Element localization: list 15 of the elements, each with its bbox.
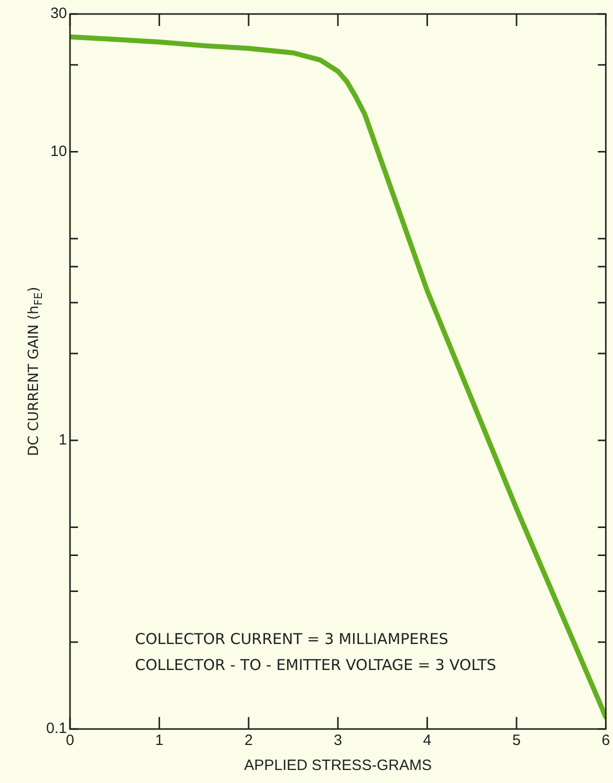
x-tick-label: 0 bbox=[66, 732, 74, 750]
annotation: COLLECTOR - TO - EMITTER VOLTAGE = 3 VOLTS bbox=[135, 656, 496, 674]
y-tick-label: 10 bbox=[50, 142, 67, 160]
y-tick-label: 1 bbox=[58, 432, 67, 448]
y-axis-title: DC CURRENT GAIN (hFE) bbox=[26, 286, 45, 456]
x-tick-label: 5 bbox=[512, 732, 521, 750]
x-tick-label: 6 bbox=[602, 732, 610, 750]
x-tick-label: 3 bbox=[334, 732, 342, 750]
x-axis-title: APPLIED STRESS-GRAMS bbox=[244, 757, 432, 774]
x-tick-label: 1 bbox=[155, 732, 164, 750]
y-tick-label: 30 bbox=[50, 5, 67, 22]
y-tick-label: 0.1 bbox=[46, 720, 67, 738]
annotation: COLLECTOR CURRENT = 3 MILLIAMPERES bbox=[135, 630, 448, 648]
x-tick-label: 2 bbox=[244, 732, 253, 750]
x-tick-label: 4 bbox=[423, 732, 432, 750]
